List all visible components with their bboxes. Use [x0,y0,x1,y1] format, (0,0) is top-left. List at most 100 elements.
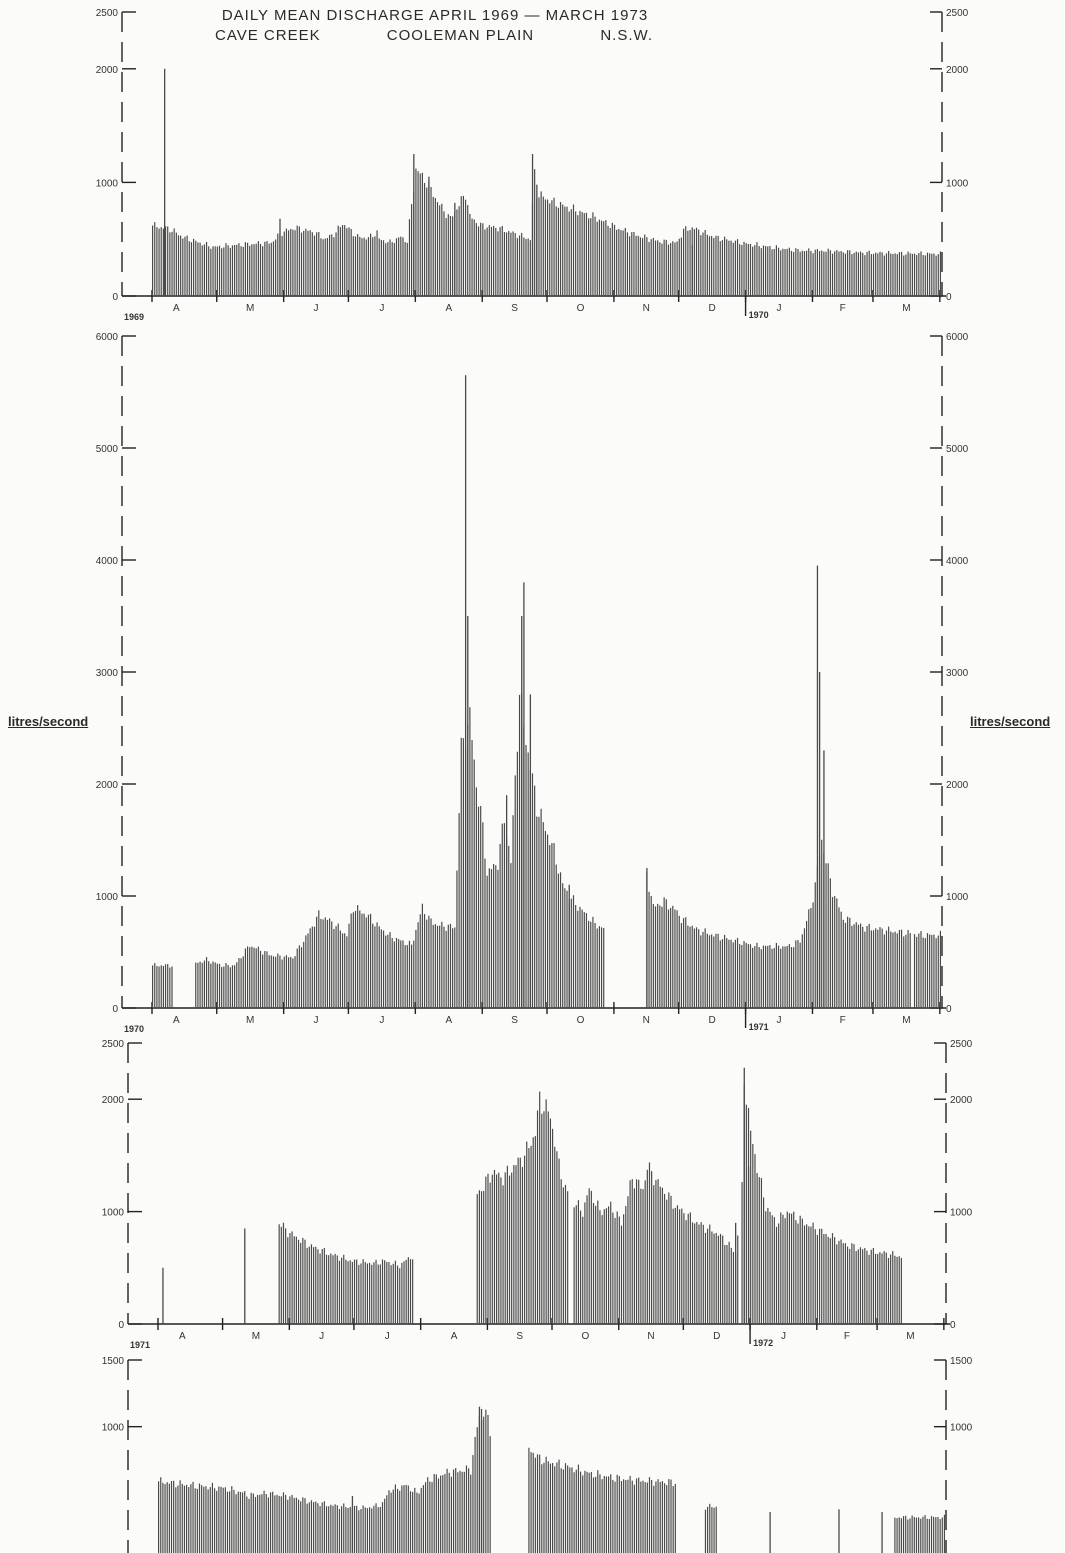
discharge-bar [924,255,926,296]
discharge-bar [281,959,283,1008]
discharge-bar [795,1220,797,1324]
discharge-bar [309,928,311,1008]
discharge-bar [335,232,337,296]
discharge-bar [743,241,745,296]
discharge-bar [366,1508,369,1553]
discharge-bar [562,1469,564,1553]
discharge-bar [922,937,924,1008]
discharge-bar [227,964,229,1008]
discharge-bar [926,933,929,1008]
discharge-bar [476,1427,478,1553]
discharge-bar [864,255,866,296]
discharge-peak-bar [164,68,166,296]
discharge-bar [541,1464,543,1553]
discharge-bar [558,1459,560,1553]
discharge-bar [203,244,205,296]
discharge-bar [244,1491,246,1553]
discharge-bar [579,210,581,296]
discharge-bar [683,1213,685,1324]
discharge-bar [640,1481,642,1553]
discharge-bar [264,241,266,296]
discharge-bar [935,1517,937,1553]
discharge-bar [391,242,393,296]
discharge-bar [239,1491,241,1553]
discharge-bar [316,916,318,1008]
month-label: D [709,1015,716,1026]
discharge-bar [633,232,635,296]
discharge-bar [838,251,840,296]
y-tick-label-left: 1500 [102,1356,125,1367]
discharge-bar [417,171,419,296]
discharge-bar [734,939,736,1008]
discharge-bar [723,934,726,1008]
discharge-bar [793,1211,795,1324]
discharge-bar [780,1212,782,1324]
discharge-bar [937,935,939,1008]
discharge-bar [238,243,240,296]
discharge-bar [323,1501,325,1553]
discharge-bar [711,236,713,296]
discharge-bar [450,1476,452,1553]
discharge-bar [254,1497,257,1553]
discharge-bar [715,235,717,296]
discharge-bar [278,1495,280,1553]
discharge-bar [707,1228,709,1324]
discharge-bar [320,238,322,296]
discharge-bar [269,1492,272,1553]
discharge-bar [812,902,814,1008]
month-label: M [902,303,910,314]
discharge-bar [352,236,354,296]
discharge-bar [201,1485,203,1553]
y-tick-label-right: 4000 [946,556,969,567]
discharge-bar [257,946,259,1008]
discharge-bar [715,1232,717,1324]
discharge-bar [156,227,158,296]
discharge-bar [244,948,247,1008]
discharge-bar [571,1467,573,1553]
discharge-bar [500,1177,502,1324]
discharge-bar [680,237,683,296]
discharge-bar [343,1254,345,1324]
discharge-bar [265,1493,267,1553]
discharge-bar [324,917,326,1008]
discharge-bar [857,252,860,296]
discharge-bar [540,191,542,296]
discharge-bar [859,1247,862,1324]
discharge-bar [193,238,195,296]
discharge-bar [680,923,683,1008]
discharge-bar [375,1259,377,1324]
discharge-bar [648,241,650,296]
discharge-bar [870,254,872,296]
discharge-bar [717,1235,719,1324]
discharge-bar [287,957,290,1008]
discharge-bar [728,939,730,1008]
discharge-bar [449,215,452,296]
discharge-bar [351,1261,353,1324]
discharge-bar [676,241,678,296]
y-tick-label-right: 1000 [946,892,969,903]
month-label: D [713,1331,720,1342]
discharge-bar [704,928,706,1008]
discharge-bar [573,1472,575,1553]
y-tick-label-left: 0 [112,292,118,303]
discharge-bar [559,202,562,296]
discharge-bar [160,965,162,1008]
discharge-bar [678,238,680,296]
discharge-bar [553,843,555,1008]
discharge-bar [648,1162,651,1324]
discharge-bar [214,962,216,1008]
discharge-bar [754,1154,756,1324]
discharge-bar [668,1479,670,1553]
discharge-bar [531,773,534,1008]
discharge-bar [417,922,419,1008]
discharge-bar [711,1231,713,1324]
discharge-bar [782,248,784,296]
discharge-bar [389,239,391,296]
discharge-bar [708,935,711,1008]
discharge-bar [823,1234,825,1324]
discharge-bar [447,214,449,296]
discharge-bar [870,1249,872,1324]
discharge-bar [341,1506,343,1553]
discharge-bar [318,910,320,1008]
discharge-bar [362,1259,364,1324]
